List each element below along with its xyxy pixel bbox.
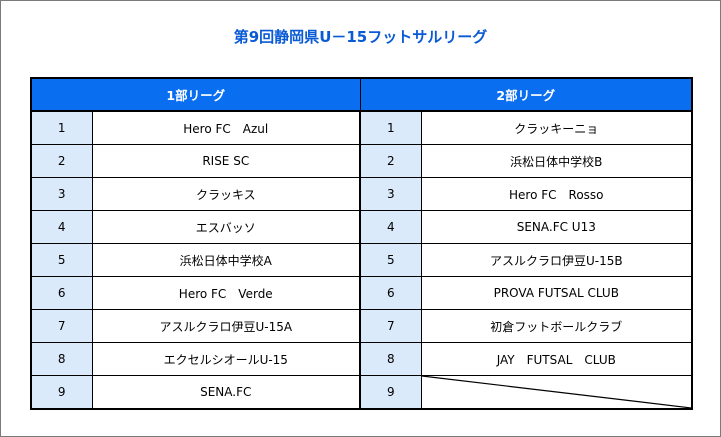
- table-row: 9 SENA.FC 9: [30, 375, 694, 410]
- division1-rank: 4: [30, 210, 93, 244]
- division1-team: エクセルシオールU-15: [91, 342, 362, 376]
- division2-header: 2部リーグ: [359, 77, 694, 112]
- division1-rank: 1: [30, 110, 93, 145]
- division1-rank: 2: [30, 144, 93, 178]
- table-row: 3 クラッキス 3 Hero FC Rosso: [30, 177, 694, 211]
- division2-team: 浜松日体中学校B: [420, 144, 694, 178]
- division1-header: 1部リーグ: [29, 77, 361, 112]
- division2-rank: 6: [359, 276, 422, 310]
- division1-team: SENA.FC: [91, 375, 362, 410]
- table-row: 5 浜松日体中学校A 5 アスルクラロ伊豆U-15B: [30, 243, 694, 277]
- division1-team: クラッキス: [91, 177, 362, 211]
- division1-rank: 8: [30, 342, 93, 376]
- division1-team: エスバッソ: [91, 210, 362, 244]
- page-title: 第9回静岡県U－15フットサルリーグ: [233, 28, 488, 46]
- division1-team: 浜松日体中学校A: [91, 243, 362, 277]
- division2-team: クラッキーニョ: [420, 110, 694, 145]
- division2-rank: 7: [359, 309, 422, 343]
- division1-team: アスルクラロ伊豆U-15A: [91, 309, 362, 343]
- header-row: 1部リーグ 2部リーグ: [29, 77, 694, 112]
- empty-slot-slash: [420, 375, 694, 410]
- division2-rank: 9: [359, 375, 422, 410]
- division2-team: SENA.FC U13: [420, 210, 694, 244]
- division2-rank: 8: [359, 342, 422, 376]
- division2-team: Hero FC Rosso: [420, 177, 694, 211]
- division1-team: Hero FC Azul: [91, 110, 362, 145]
- division2-rank: 3: [359, 177, 422, 211]
- division2-team: JAY FUTSAL CLUB: [420, 342, 694, 376]
- division2-rank: 1: [359, 110, 422, 145]
- division1-rank: 9: [30, 375, 93, 410]
- division2-team: PROVA FUTSAL CLUB: [420, 276, 694, 310]
- division2-rank: 5: [359, 243, 422, 277]
- division2-team: 初倉フットボールクラブ: [420, 309, 694, 343]
- division2-rank: 4: [359, 210, 422, 244]
- division1-rank: 3: [30, 177, 93, 211]
- table-row: 4 エスバッソ 4 SENA.FC U13: [30, 210, 694, 244]
- league-table: 1部リーグ 2部リーグ 1 Hero FC Azul 1 クラッキーニョ 2 RISE S…: [29, 77, 694, 410]
- division1-rank: 7: [30, 309, 93, 343]
- division2-rank: 2: [359, 144, 422, 178]
- division1-rank: 5: [30, 243, 93, 277]
- division1-team: Hero FC Verde: [91, 276, 362, 310]
- table-row: 7 アスルクラロ伊豆U-15A 7 初倉フットボールクラブ: [30, 309, 694, 343]
- table-row: 6 Hero FC Verde 6 PROVA FUTSAL CLUB: [30, 276, 694, 310]
- table-row: 8 エクセルシオールU-15 8 JAY FUTSAL CLUB: [30, 342, 694, 376]
- table-row: 2 RISE SC 2 浜松日体中学校B: [30, 144, 694, 178]
- division1-team: RISE SC: [91, 144, 362, 178]
- table-row: 1 Hero FC Azul 1 クラッキーニョ: [30, 110, 694, 145]
- division1-rank: 6: [30, 276, 93, 310]
- division2-team: アスルクラロ伊豆U-15B: [420, 243, 694, 277]
